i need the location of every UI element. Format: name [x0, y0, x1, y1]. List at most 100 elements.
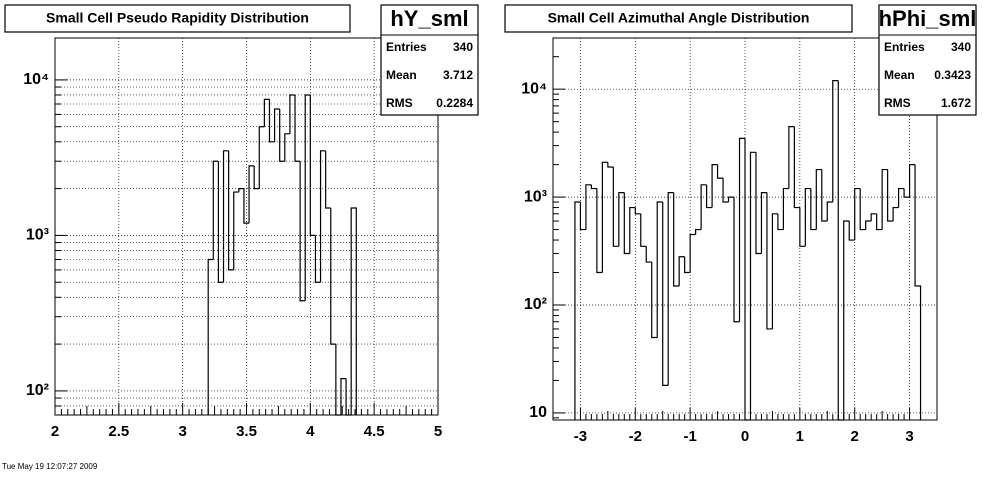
x-tick-label: 2 — [51, 423, 59, 440]
histogram-bin — [623, 192, 630, 255]
histogram-bin — [744, 138, 751, 421]
x-tick-label: 0 — [741, 428, 749, 445]
histogram-bin — [629, 206, 636, 254]
chart-title: Small Cell Pseudo Rapidity Distribution — [46, 10, 309, 26]
stats-value: 0.2284 — [436, 96, 473, 110]
histogram-bin — [217, 161, 224, 283]
y-tick-label: 10² — [26, 382, 49, 399]
histogram-bin — [859, 188, 866, 231]
histogram-bin — [908, 164, 916, 198]
histogram-bin — [821, 169, 828, 222]
histogram-bin — [279, 109, 285, 162]
histogram-bin — [612, 167, 619, 247]
histogram-bin — [340, 378, 347, 415]
y-tick-label: 10³ — [524, 188, 547, 205]
histogram-bin — [722, 178, 729, 203]
histogram-bin — [804, 187, 811, 247]
histogram-bin — [684, 256, 691, 274]
histogram-bin — [689, 233, 696, 273]
histogram-bin — [777, 213, 784, 231]
plot-frame — [552, 37, 938, 421]
x-tick-label: 4.5 — [364, 423, 385, 440]
histogram-bin — [673, 192, 680, 287]
histogram-bin — [837, 80, 844, 421]
histogram-bin — [678, 256, 685, 287]
stats-label: RMS — [884, 96, 911, 110]
histogram-bin — [914, 164, 922, 420]
histogram-bin — [843, 220, 850, 420]
stats-label: RMS — [386, 96, 413, 110]
histogram-bin — [228, 150, 234, 271]
histogram-bin — [601, 161, 608, 273]
x-tick-label: 4 — [306, 423, 315, 440]
histogram-bin — [716, 164, 724, 179]
x-tick-label: -1 — [683, 428, 696, 445]
x-tick-label: 3.5 — [236, 423, 257, 440]
stats-label: Entries — [884, 40, 925, 54]
x-tick-label: 5 — [434, 423, 442, 440]
histogram-bin — [233, 191, 239, 270]
histogram-bin — [898, 187, 905, 208]
histogram-bin — [760, 192, 767, 254]
stats-box — [380, 4, 479, 116]
histogram-bin — [238, 188, 244, 193]
histogram-bin — [727, 196, 735, 203]
stats-value: 3.712 — [443, 68, 473, 82]
histogram-bin — [656, 201, 663, 338]
histogram-bin — [848, 221, 855, 241]
histogram-bin — [596, 188, 603, 274]
histogram-bin — [870, 213, 877, 222]
histogram-bin — [325, 150, 331, 209]
histogram-bin — [222, 150, 229, 283]
y-tick-label: 10³ — [26, 227, 49, 244]
histogram-bin — [832, 80, 839, 203]
histogram-bin — [782, 187, 789, 230]
histogram-bin — [294, 94, 301, 162]
histogram-bin — [887, 169, 894, 222]
histogram-bin — [618, 192, 625, 247]
histogram-bin — [640, 213, 647, 247]
histogram-bin — [304, 94, 311, 301]
histogram-bin — [273, 108, 280, 142]
histogram-bin — [289, 94, 296, 134]
stats-name: hPhi_sml — [879, 6, 977, 31]
histogram-bin — [579, 202, 586, 231]
histogram-bin — [590, 184, 597, 190]
histogram-bin — [771, 213, 778, 329]
x-tick-label: -2 — [629, 428, 642, 445]
histogram-bin — [810, 188, 817, 231]
stats-value: 340 — [951, 40, 971, 54]
histogram-bin — [876, 213, 883, 231]
histogram-bin — [733, 197, 740, 323]
histogram-bin — [706, 184, 713, 209]
histogram-bin — [212, 160, 219, 260]
histogram-bin — [243, 188, 250, 224]
histogram-bin — [826, 201, 833, 222]
stats-label: Entries — [386, 40, 427, 54]
histogram-bin — [634, 207, 641, 215]
histogram-bin — [711, 164, 718, 208]
stats-value: 0.3423 — [934, 68, 971, 82]
histogram-bin — [258, 126, 265, 189]
histogram-bin — [350, 207, 357, 415]
histogram-bin — [607, 162, 614, 168]
histogram-bin — [903, 188, 910, 198]
histogram-bin — [268, 99, 275, 143]
histogram-bin — [892, 206, 899, 222]
x-tick-label: 2.5 — [108, 423, 129, 440]
histogram-bin — [738, 137, 745, 322]
histogram-bin — [881, 168, 888, 230]
histogram-bin — [284, 133, 290, 162]
title-box — [4, 4, 351, 33]
histogram-bin — [319, 150, 326, 283]
histogram-bin — [207, 258, 214, 415]
histogram-bin — [799, 207, 806, 247]
histogram-bin — [248, 165, 255, 224]
x-tick-label: 2 — [851, 428, 859, 445]
histogram-bin — [854, 187, 861, 241]
x-tick-label: 3 — [905, 428, 913, 445]
title-box — [504, 4, 853, 33]
y-tick-label: 10⁴ — [23, 71, 49, 88]
